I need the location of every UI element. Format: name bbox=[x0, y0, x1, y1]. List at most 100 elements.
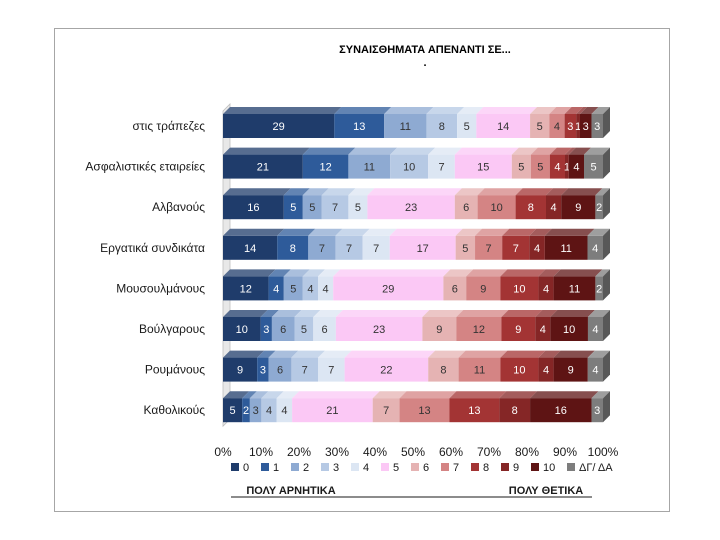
bar-data-label: 8 bbox=[439, 121, 445, 133]
bar-data-label: 9 bbox=[436, 324, 442, 336]
bar-data-label: 22 bbox=[380, 365, 392, 377]
bar-data-label: 5 bbox=[230, 405, 236, 417]
bar-data-label: 29 bbox=[273, 121, 285, 133]
bar-segment-top bbox=[476, 107, 538, 114]
bar-row: 10 3 6 5 6 23 9 12 9 4 10 4 bbox=[223, 310, 610, 341]
bar-segment bbox=[249, 398, 262, 423]
bar-segment bbox=[271, 317, 295, 341]
bar-segment-top bbox=[302, 188, 329, 196]
bar-data-label: 10 bbox=[563, 324, 575, 336]
bar-segment-top bbox=[591, 107, 610, 114]
bar-end-face bbox=[603, 188, 610, 220]
bar-data-label: 4 bbox=[551, 202, 557, 214]
legend-label: 4 bbox=[363, 462, 369, 474]
bar-data-label: 13 bbox=[418, 405, 430, 417]
bar-segment bbox=[500, 276, 539, 301]
bar-data-label: 21 bbox=[326, 405, 338, 417]
bar-segment-top bbox=[428, 147, 462, 155]
bar-data-label: 13 bbox=[353, 121, 365, 133]
legend-swatch bbox=[441, 463, 449, 471]
x-axis-ticks: 0% 10% 20% 30% 40% 50% 60% 70% 80% 90% 100% bbox=[214, 445, 618, 459]
bar-segment-top bbox=[530, 107, 557, 114]
legend-swatch bbox=[501, 463, 509, 471]
bar-segment bbox=[456, 317, 502, 341]
bar-segment-top bbox=[283, 269, 310, 277]
bar-data-label: 2 bbox=[243, 405, 249, 417]
bar-segment-top bbox=[500, 269, 546, 277]
bar-segment bbox=[538, 276, 554, 301]
bar-data-label: 23 bbox=[373, 324, 385, 336]
bar-segment-top bbox=[283, 188, 310, 196]
bar-data-label: 16 bbox=[555, 405, 567, 417]
bar-segment-top bbox=[501, 310, 543, 317]
bar-segment bbox=[515, 195, 546, 220]
bar-segment bbox=[399, 398, 450, 423]
bar-segment-top bbox=[223, 147, 310, 155]
bar-segment-top bbox=[544, 228, 595, 236]
bar-segment bbox=[428, 154, 455, 179]
bar-segment bbox=[260, 317, 272, 341]
bar-data-label: 4 bbox=[281, 405, 287, 417]
bar-segment-top bbox=[535, 310, 558, 317]
legend-swatch bbox=[567, 463, 575, 471]
bar-segment bbox=[223, 235, 278, 260]
legend-label: 5 bbox=[393, 462, 399, 474]
bar-segment bbox=[576, 114, 580, 138]
bar-data-label: 4 bbox=[592, 365, 598, 377]
bar-data-label: 7 bbox=[438, 162, 444, 174]
bar-segment-top bbox=[384, 107, 434, 114]
bar-data-label: 3 bbox=[253, 405, 259, 417]
bar-segment bbox=[553, 276, 596, 301]
legend-swatch bbox=[411, 463, 419, 471]
bar-segment-top bbox=[576, 107, 587, 114]
bar-segment bbox=[561, 195, 596, 220]
bar-segment-top bbox=[502, 228, 537, 236]
bar-data-label: 8 bbox=[290, 243, 296, 255]
bar-segment bbox=[426, 114, 458, 138]
legend-item: ΔΓ/ ΔΑ bbox=[567, 462, 613, 474]
bar-data-label: 9 bbox=[575, 202, 581, 214]
legend-item: 6 bbox=[411, 462, 429, 474]
bar-segment bbox=[268, 276, 284, 301]
bar-end-face bbox=[603, 147, 610, 179]
x-tick-label: 30% bbox=[325, 445, 349, 459]
bar-data-label: 4 bbox=[534, 243, 540, 255]
bar-segment-top bbox=[530, 147, 557, 155]
bar-segment bbox=[223, 398, 243, 423]
bar-segment bbox=[291, 357, 318, 382]
bar-segment-top bbox=[348, 147, 398, 155]
bar-data-label: 11 bbox=[560, 243, 571, 255]
bar-data-label: 13 bbox=[468, 405, 480, 417]
bar-segment-top bbox=[334, 107, 392, 114]
category-label: Καθολικούς bbox=[144, 403, 206, 417]
legend-swatch bbox=[381, 463, 389, 471]
bar-segment-top bbox=[292, 391, 380, 399]
bar-segment bbox=[530, 114, 550, 138]
x-tick-label: 70% bbox=[477, 445, 501, 459]
bar-segment bbox=[334, 114, 385, 138]
bar-segment bbox=[550, 317, 588, 341]
bar-data-label: 5 bbox=[537, 162, 543, 174]
bar-data-label: 3 bbox=[594, 121, 600, 133]
bar-data-label: 12 bbox=[473, 324, 485, 336]
bar-data-label: 14 bbox=[497, 121, 509, 133]
x-tick-label: 20% bbox=[287, 445, 311, 459]
bar-end-face bbox=[603, 310, 610, 341]
bar-segment-top bbox=[276, 391, 300, 399]
bar-data-label: 5 bbox=[301, 324, 307, 336]
bar-segment bbox=[428, 357, 459, 382]
bar-data-label: 11 bbox=[400, 121, 411, 133]
bar-segment-top bbox=[242, 391, 257, 399]
bar-data-label: 11 bbox=[364, 162, 375, 174]
legend-label: 2 bbox=[303, 462, 309, 474]
legend-label: 9 bbox=[513, 462, 519, 474]
bar-data-label: 6 bbox=[277, 365, 283, 377]
legend-swatch bbox=[231, 463, 239, 471]
bar-data-label: 7 bbox=[383, 405, 389, 417]
category-label: Ρουμάνους bbox=[145, 363, 205, 377]
category-label: στις τράπεζες bbox=[133, 119, 206, 133]
legend-swatch bbox=[351, 463, 359, 471]
bar-segment-top bbox=[591, 391, 610, 399]
bar-segment bbox=[500, 357, 539, 382]
